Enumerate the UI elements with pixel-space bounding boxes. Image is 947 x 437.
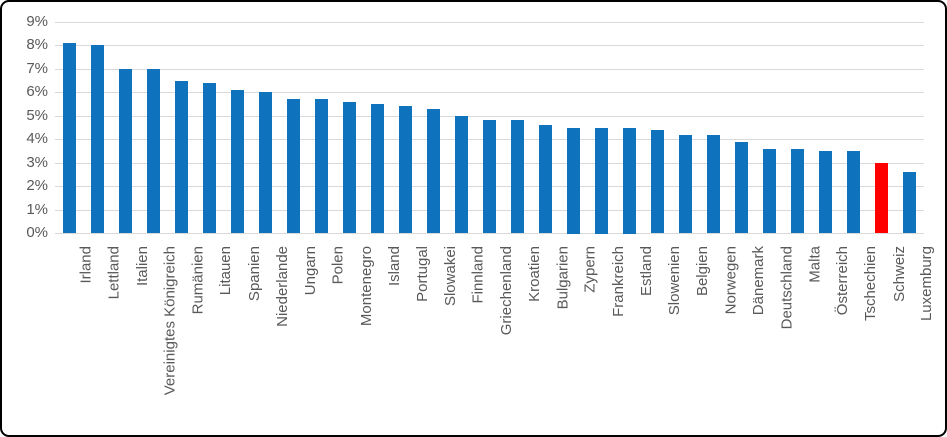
bar-vereinigtes-königreich	[147, 69, 160, 233]
x-axis-category-label-österreich: Österreich	[834, 246, 852, 316]
y-axis-tick-label-9: 9%	[26, 13, 48, 30]
bar-italien	[119, 69, 132, 233]
bar-zypern	[567, 128, 580, 234]
x-axis-category-label-polen: Polen	[329, 246, 347, 285]
x-axis-category-label-slowakei: Slowakei	[441, 246, 459, 307]
x-axis-category-label-finnland: Finnland	[469, 246, 487, 304]
bar-frankreich	[595, 128, 608, 234]
x-axis-category-label-island: Island	[385, 246, 403, 287]
gridline-9pct	[55, 22, 924, 23]
y-axis-tick-label-1: 1%	[26, 201, 48, 218]
bar-tschechien	[847, 151, 860, 233]
x-axis-category-label-belgien: Belgien	[694, 246, 712, 297]
x-axis-category-label-portugal: Portugal	[413, 246, 431, 302]
x-axis-category-label-norwegen: Norwegen	[722, 246, 740, 315]
bar-finnland	[455, 116, 468, 233]
bar-deutschland	[763, 149, 776, 233]
bar-spanien	[231, 90, 244, 233]
y-axis-tick-label-5: 5%	[26, 107, 48, 124]
x-axis-category-label-vereinigtes-königreich: Vereinigtes Königreich	[161, 246, 179, 396]
bar-portugal	[399, 106, 412, 233]
x-axis-category-label-spanien: Spanien	[245, 246, 263, 302]
y-axis-tick-label-4: 4%	[26, 130, 48, 147]
y-axis-tick-label-7: 7%	[26, 60, 48, 77]
x-axis-category-label-irland: Irland	[77, 246, 95, 284]
bar-griechenland	[483, 120, 496, 233]
bar-schweiz	[875, 163, 888, 233]
bar-luxemburg	[903, 172, 916, 233]
x-axis-category-label-deutschland: Deutschland	[778, 246, 796, 330]
y-axis-tick-label-3: 3%	[26, 154, 48, 171]
x-axis-category-label-zypern: Zypern	[582, 246, 600, 293]
bar-dänemark	[735, 142, 748, 233]
bar-estland	[623, 128, 636, 234]
x-axis-category-label-rumänien: Rumänien	[189, 246, 207, 315]
x-axis-category-label-griechenland: Griechenland	[498, 246, 515, 336]
x-axis-category-label-estland: Estland	[638, 246, 656, 297]
bar-lettland	[91, 45, 104, 233]
x-axis-category-label-dänemark: Dänemark	[750, 246, 768, 316]
x-axis-category-label-niederlande: Niederlande	[273, 246, 291, 327]
x-axis-category-label-schweiz: Schweiz	[890, 246, 908, 302]
x-axis-category-label-luxemburg: Luxemburg	[918, 246, 936, 322]
y-axis-tick-label-8: 8%	[26, 36, 48, 53]
y-axis-tick-label-6: 6%	[26, 83, 48, 100]
y-axis-tick-label-0: 0%	[26, 224, 48, 241]
x-axis-category-label-montenegro: Montenegro	[357, 246, 375, 327]
x-axis-category-label-slowenien: Slowenien	[666, 246, 684, 316]
gridline-5pct	[55, 116, 924, 117]
bar-montenegro	[343, 102, 356, 233]
x-axis-category-label-kroatien: Kroatien	[526, 246, 544, 302]
bar-rumänien	[175, 81, 188, 233]
bar-slowenien	[651, 130, 664, 233]
bar-bulgarien	[539, 125, 552, 233]
bar-niederlande	[259, 92, 272, 233]
x-axis-category-label-ungarn: Ungarn	[301, 246, 319, 296]
bar-kroatien	[511, 120, 524, 233]
x-axis-category-label-malta: Malta	[806, 246, 824, 283]
bar-belgien	[679, 135, 692, 233]
bar-österreich	[819, 151, 832, 233]
bar-ungarn	[287, 99, 300, 233]
x-axis-category-label-frankreich: Frankreich	[610, 246, 628, 317]
bar-litauen	[203, 83, 216, 233]
gridline-0pct	[55, 233, 924, 234]
bar-malta	[791, 149, 804, 233]
x-axis-category-label-bulgarien: Bulgarien	[554, 246, 572, 310]
y-axis-tick-label-2: 2%	[26, 177, 48, 194]
x-axis-category-label-lettland: Lettland	[105, 246, 123, 300]
bar-slowakei	[427, 109, 440, 233]
bar-polen	[315, 99, 328, 233]
x-axis-category-label-tschechien: Tschechien	[862, 246, 880, 322]
x-axis-category-label-italien: Italien	[133, 246, 151, 287]
x-axis-category-label-litauen: Litauen	[217, 246, 235, 296]
gridline-6pct	[55, 92, 924, 93]
bar-norwegen	[707, 135, 720, 233]
gridline-8pct	[55, 45, 924, 46]
bar-irland	[63, 43, 76, 233]
gridline-7pct	[55, 69, 924, 70]
bar-island	[371, 104, 384, 233]
